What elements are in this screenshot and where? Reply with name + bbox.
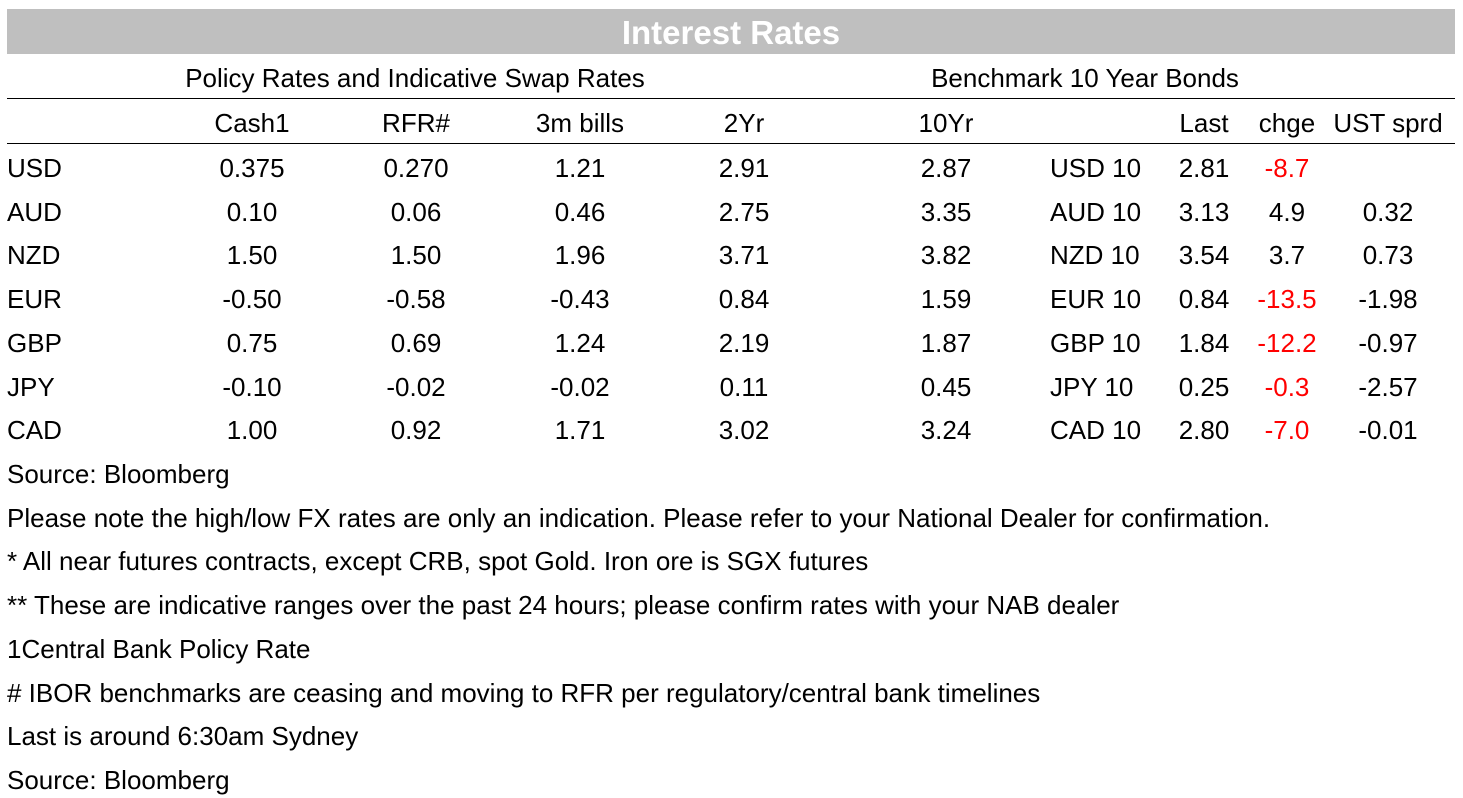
bond-label: AUD 10 xyxy=(1050,197,1142,227)
cell-ten-yr: 0.45 xyxy=(920,372,972,402)
cell-cash: 1.50 xyxy=(226,240,278,270)
bond-label: CAD 10 xyxy=(1050,415,1142,445)
cell-chge: -12.2 xyxy=(1257,328,1317,358)
cell-last: 2.80 xyxy=(1178,415,1230,445)
cell-last: 1.84 xyxy=(1178,328,1230,358)
cell-last: 0.25 xyxy=(1178,372,1230,402)
currency-label: NZD xyxy=(7,240,61,270)
column-header-chge: chge xyxy=(1258,108,1316,138)
cell-chge: 4.9 xyxy=(1268,197,1306,227)
cell-rfr: 0.06 xyxy=(390,197,442,227)
currency-label: EUR xyxy=(7,284,62,314)
column-header-divider xyxy=(7,143,1455,144)
cell-ten-yr: 3.82 xyxy=(920,240,972,270)
cell-bills: 1.71 xyxy=(554,415,606,445)
column-header-ten-yr: 10Yr xyxy=(918,108,974,138)
cell-last: 2.81 xyxy=(1178,153,1230,183)
bond-label: EUR 10 xyxy=(1050,284,1142,314)
footnote: Please note the high/low FX rates are on… xyxy=(7,503,1271,533)
cell-rfr: 0.270 xyxy=(383,153,449,183)
cell-ten-yr: 1.59 xyxy=(920,284,972,314)
cell-ten-yr: 3.24 xyxy=(920,415,972,445)
page-title: Interest Rates xyxy=(7,9,1455,54)
cell-bills: 1.21 xyxy=(554,153,606,183)
currency-label: JPY xyxy=(7,372,55,402)
column-header-bills: 3m bills xyxy=(535,108,625,138)
currency-label: CAD xyxy=(7,415,62,445)
cell-two-yr: 0.11 xyxy=(719,372,769,402)
footnote: 1Central Bank Policy Rate xyxy=(7,634,311,664)
column-header-cash: Cash1 xyxy=(214,108,290,138)
cell-last: 3.54 xyxy=(1178,240,1230,270)
footnote: * All near futures contracts, except CRB… xyxy=(7,546,869,576)
cell-rfr: 0.92 xyxy=(390,415,442,445)
benchmark-bonds-header: Benchmark 10 Year Bonds xyxy=(931,63,1239,93)
cell-two-yr: 2.19 xyxy=(718,328,770,358)
bond-label: NZD 10 xyxy=(1050,240,1140,270)
cell-bills: -0.43 xyxy=(550,284,610,314)
cell-bills: 1.96 xyxy=(554,240,606,270)
cell-cash: 0.75 xyxy=(226,328,278,358)
header-divider xyxy=(7,98,1455,99)
bond-label: GBP 10 xyxy=(1050,328,1141,358)
cell-bills: 0.46 xyxy=(554,197,606,227)
cell-ten-yr: 3.35 xyxy=(920,197,972,227)
cell-last: 0.84 xyxy=(1178,284,1230,314)
currency-label: GBP xyxy=(7,328,62,358)
cell-chge: -0.3 xyxy=(1264,372,1310,402)
cell-two-yr: 2.91 xyxy=(718,153,770,183)
cell-ust: -0.01 xyxy=(1358,415,1418,445)
cell-rfr: 1.50 xyxy=(390,240,442,270)
policy-rates-header: Policy Rates and Indicative Swap Rates xyxy=(185,63,645,93)
cell-bills: -0.02 xyxy=(550,372,610,402)
cell-chge: 3.7 xyxy=(1268,240,1306,270)
footnote: Last is around 6:30am Sydney xyxy=(7,721,359,751)
cell-rfr: -0.02 xyxy=(386,372,446,402)
cell-two-yr: 0.84 xyxy=(718,284,770,314)
cell-cash: 1.00 xyxy=(226,415,278,445)
currency-label: AUD xyxy=(7,197,62,227)
cell-last: 3.13 xyxy=(1178,197,1230,227)
cell-ten-yr: 2.87 xyxy=(920,153,972,183)
bond-label: JPY 10 xyxy=(1050,372,1134,402)
bond-label: USD 10 xyxy=(1050,153,1142,183)
cell-ten-yr: 1.87 xyxy=(920,328,972,358)
cell-two-yr: 3.71 xyxy=(718,240,770,270)
cell-chge: -8.7 xyxy=(1264,153,1310,183)
cell-cash: -0.50 xyxy=(222,284,282,314)
cell-cash: -0.10 xyxy=(222,372,282,402)
column-header-two-yr: 2Yr xyxy=(723,108,765,138)
cell-ust: -2.57 xyxy=(1358,372,1418,402)
currency-label: USD xyxy=(7,153,62,183)
cell-cash: 0.375 xyxy=(219,153,285,183)
footnote: ** These are indicative ranges over the … xyxy=(7,590,1120,620)
cell-two-yr: 3.02 xyxy=(718,415,770,445)
cell-rfr: -0.58 xyxy=(386,284,446,314)
cell-rfr: 0.69 xyxy=(390,328,442,358)
column-header-rfr: RFR# xyxy=(382,108,450,138)
cell-two-yr: 2.75 xyxy=(718,197,770,227)
footnote: # IBOR benchmarks are ceasing and moving… xyxy=(7,678,1041,708)
column-header-ust: UST sprd xyxy=(1333,108,1443,138)
cell-ust: 0.73 xyxy=(1362,240,1414,270)
cell-bills: 1.24 xyxy=(554,328,606,358)
cell-cash: 0.10 xyxy=(226,197,278,227)
column-header-last: Last xyxy=(1179,108,1229,138)
cell-ust: -1.98 xyxy=(1358,284,1418,314)
footnote: Source: Bloomberg xyxy=(7,765,230,795)
cell-ust: 0.32 xyxy=(1362,197,1414,227)
footnote: Source: Bloomberg xyxy=(7,459,230,489)
cell-chge: -13.5 xyxy=(1257,284,1317,314)
cell-ust: -0.97 xyxy=(1358,328,1418,358)
cell-chge: -7.0 xyxy=(1264,415,1310,445)
